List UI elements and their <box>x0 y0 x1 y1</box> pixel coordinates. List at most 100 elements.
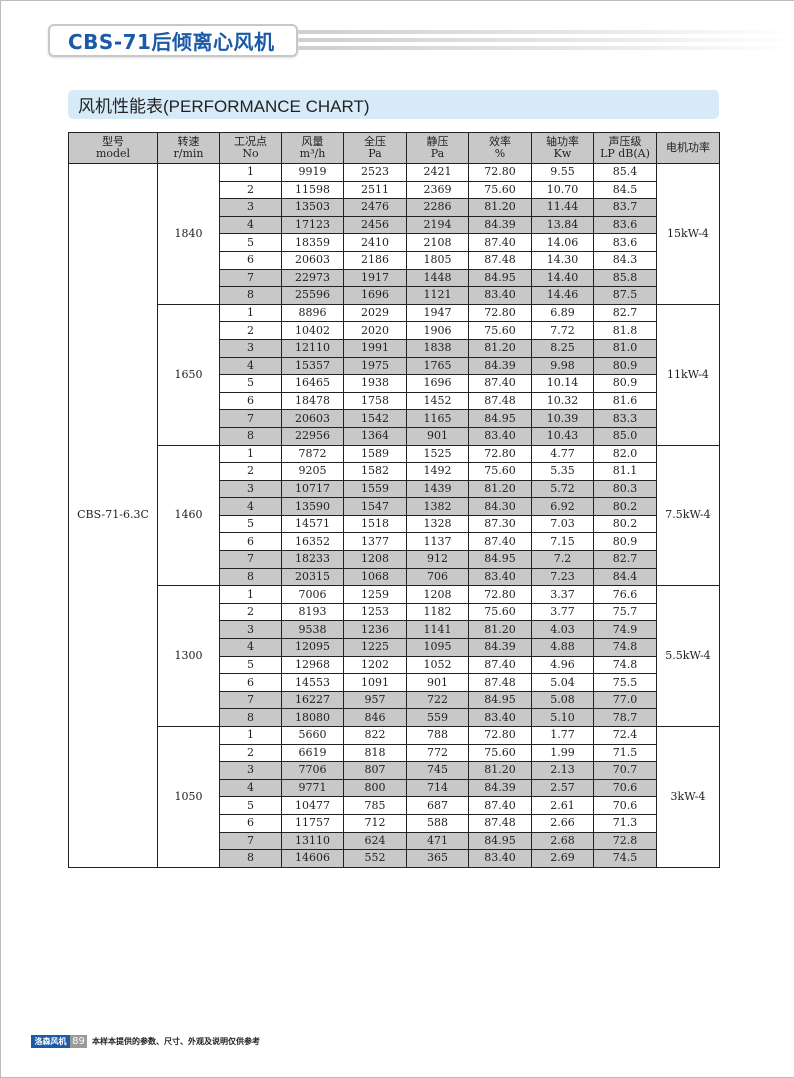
data-cell: 18478 <box>281 391 344 411</box>
table-row: 1300 1 7006 1259 1208 72.80 3.37 76.6 5.5kW-4 <box>69 585 720 727</box>
data-cell: 70.6 <box>593 778 657 798</box>
data-cell: 70.6 <box>593 796 657 815</box>
data-cell: 14.46 <box>531 286 594 305</box>
data-cell: 2 <box>219 462 282 481</box>
data-cell: 14606 <box>281 849 344 868</box>
table-row: 5 14571 1518 1328 87.30 7.03 80.2 <box>69 514 720 534</box>
data-cell: 9919 <box>281 163 344 182</box>
footer-brand: 洛森风机 <box>31 1035 70 1048</box>
table-row: 1460 1 7872 1589 1525 72.80 4.77 82.0 7.5kW-4 <box>69 444 720 587</box>
data-cell: 84.39 <box>468 356 532 376</box>
table-body: CBS-71-6.3C 1840 1 9919 2523 2421 72.80 9.55 85.… <box>68 163 720 868</box>
data-cell: 85.8 <box>593 268 657 288</box>
motor-power-cell: 3kW-4 <box>656 726 720 868</box>
table-row: CBS-71-6.3C 1840 1 9919 2523 2421 72.80 9.55 85.… <box>68 163 720 868</box>
data-cell: 80.9 <box>593 532 657 552</box>
data-cell: 75.60 <box>468 180 532 200</box>
data-cell: 83.6 <box>593 215 657 235</box>
data-cell: 6 <box>219 813 282 833</box>
data-cell: 1095 <box>406 638 469 657</box>
table-row: 1050 1 5660 822 788 72.80 1.77 72.4 3kW-4 <box>69 726 720 868</box>
data-cell: 912 <box>406 550 469 569</box>
data-cell: 6 <box>219 673 282 692</box>
table-row: 3 9538 1236 1141 81.20 4.03 74.9 <box>69 620 720 640</box>
data-cell: 4 <box>219 356 282 376</box>
data-cell: 4 <box>219 215 282 235</box>
data-cell: 74.8 <box>593 638 657 657</box>
column-header-label: 静压 <box>426 135 449 148</box>
data-cell: 2186 <box>343 250 407 270</box>
data-cell: 9771 <box>281 778 344 798</box>
data-cell: 9.98 <box>531 356 594 376</box>
data-cell: 87.40 <box>468 233 532 252</box>
data-cell: 71.5 <box>593 743 657 763</box>
data-cell: 87.30 <box>468 514 532 534</box>
data-cell: 72.80 <box>468 444 532 464</box>
data-cell: 5.72 <box>531 479 594 499</box>
data-cell: 957 <box>343 690 407 710</box>
data-cell: 4.88 <box>531 638 594 657</box>
data-cell: 8 <box>219 567 282 587</box>
data-cell: 2 <box>219 180 282 200</box>
data-cell: 1696 <box>343 286 407 305</box>
data-cell: 72.80 <box>468 303 532 323</box>
data-cell: 14571 <box>281 514 344 534</box>
data-cell: 1068 <box>343 567 407 587</box>
data-cell: 1202 <box>343 655 407 675</box>
data-cell: 3 <box>219 198 282 217</box>
data-cell: 706 <box>406 567 469 587</box>
data-cell: 1547 <box>343 497 407 516</box>
data-cell: 8193 <box>281 602 344 622</box>
data-cell: 87.48 <box>468 673 532 692</box>
table-row: 7 16227 957 722 84.95 5.08 77.0 <box>69 690 720 710</box>
data-cell: 7.03 <box>531 514 594 534</box>
column-header-unit: No <box>242 147 259 160</box>
data-cell: 745 <box>406 761 469 780</box>
data-cell: 1225 <box>343 638 407 657</box>
data-cell: 75.60 <box>468 321 532 340</box>
data-cell: 1377 <box>343 532 407 552</box>
data-cell: 772 <box>406 743 469 763</box>
decorative-stripe <box>298 46 794 50</box>
data-cell: 1121 <box>406 286 469 305</box>
table-row: 7 20603 1542 1165 84.95 10.39 83.3 <box>69 409 720 428</box>
data-cell: 6.89 <box>531 303 594 323</box>
motor-power-cell: 11kW-4 <box>656 303 720 446</box>
column-header: 电机功率 <box>656 132 720 164</box>
data-cell: 7.15 <box>531 532 594 552</box>
data-cell: 5.10 <box>531 708 594 727</box>
data-cell: 901 <box>406 673 469 692</box>
data-cell: 1975 <box>343 356 407 376</box>
data-cell: 624 <box>343 831 407 851</box>
data-cell: 785 <box>343 796 407 815</box>
data-cell: 74.5 <box>593 849 657 868</box>
data-cell: 846 <box>343 708 407 727</box>
data-cell: 10717 <box>281 479 344 499</box>
data-cell: 75.5 <box>593 673 657 692</box>
data-cell: 4 <box>219 638 282 657</box>
data-cell: 87.40 <box>468 655 532 675</box>
data-cell: 1696 <box>406 374 469 393</box>
data-cell: 2020 <box>343 321 407 340</box>
column-header-label: 风量 <box>301 135 324 148</box>
data-cell: 6619 <box>281 743 344 763</box>
data-cell: 80.2 <box>593 497 657 516</box>
data-cell: 1 <box>219 585 282 604</box>
column-header-label: 转速 <box>177 135 200 148</box>
data-cell: 20315 <box>281 567 344 587</box>
data-cell: 84.30 <box>468 497 532 516</box>
data-cell: 16465 <box>281 374 344 393</box>
data-cell: 14.30 <box>531 250 594 270</box>
data-cell: 822 <box>343 726 407 745</box>
data-cell: 81.20 <box>468 620 532 640</box>
data-cell: 1492 <box>406 462 469 481</box>
data-cell: 87.40 <box>468 374 532 393</box>
column-header: 风量 m³/h <box>281 132 344 164</box>
data-cell: 70.7 <box>593 761 657 780</box>
data-cell: 18080 <box>281 708 344 727</box>
data-cell: 81.6 <box>593 391 657 411</box>
data-cell: 20603 <box>281 409 344 428</box>
column-header: 静压 Pa <box>406 132 469 164</box>
data-cell: 5 <box>219 796 282 815</box>
data-cell: 559 <box>406 708 469 727</box>
